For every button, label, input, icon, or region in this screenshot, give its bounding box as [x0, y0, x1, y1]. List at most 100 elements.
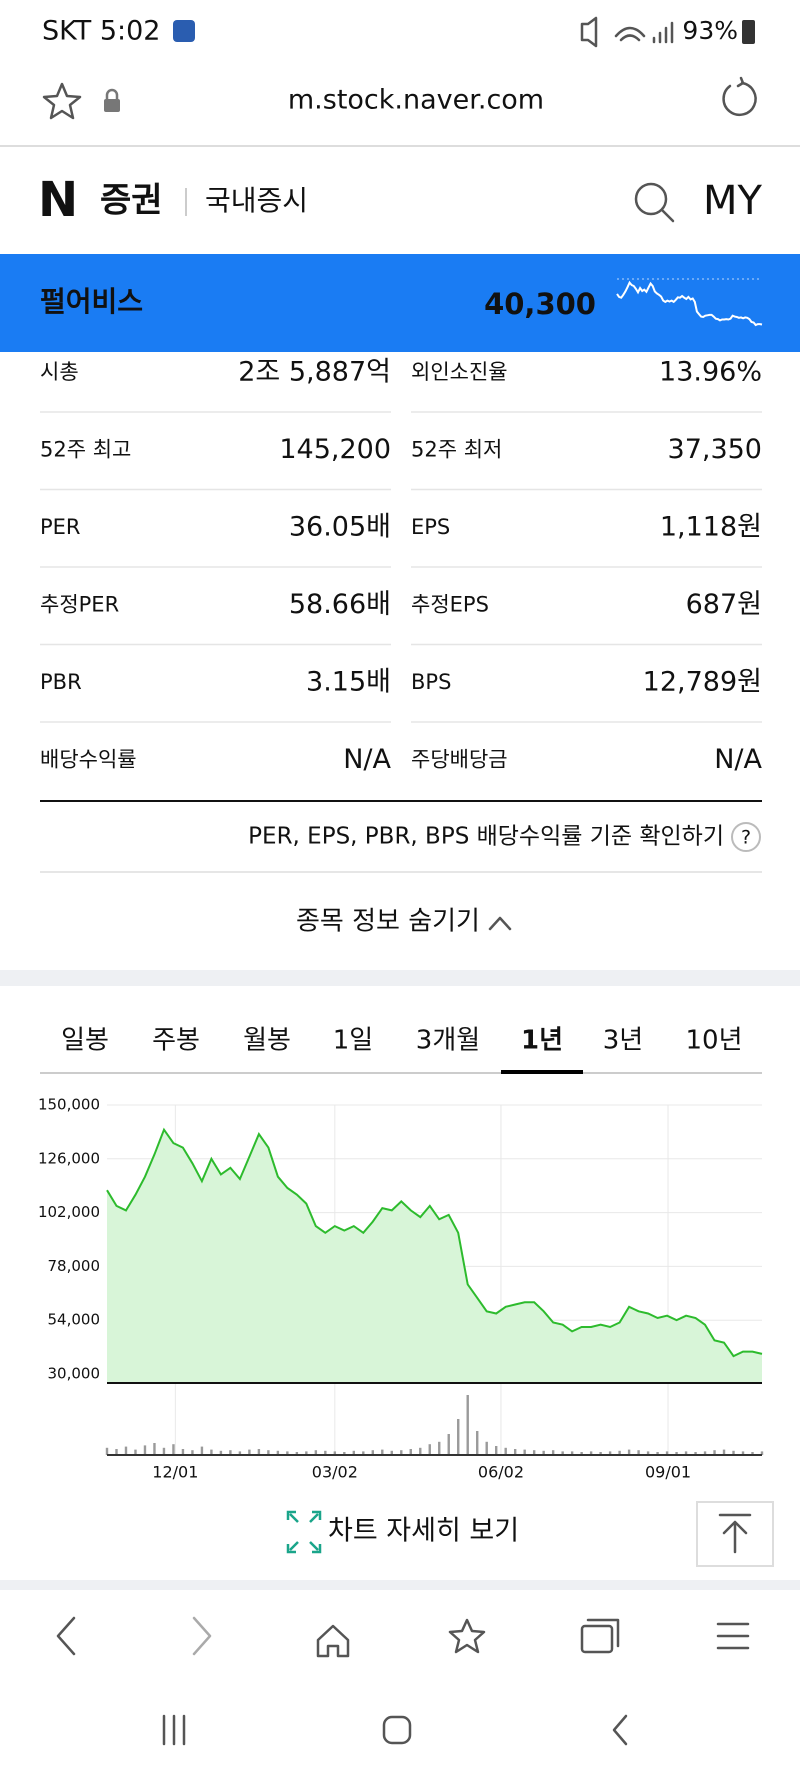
info-label: 52주 최고 — [40, 438, 131, 462]
volume-bar — [495, 1446, 498, 1455]
volume-bar — [722, 1449, 726, 1455]
volume-bar — [732, 1450, 735, 1455]
volume-bar — [532, 1450, 536, 1455]
volume-bar — [551, 1450, 555, 1455]
info-value: 13.96% — [659, 357, 762, 388]
volume-bar — [751, 1452, 754, 1455]
sparkline — [616, 280, 763, 327]
volume-bar — [352, 1450, 356, 1455]
volume-bar — [760, 1451, 764, 1455]
status-icons — [580, 16, 674, 48]
volume-bar — [438, 1441, 441, 1455]
volume-bar — [570, 1451, 574, 1455]
volume-bar — [694, 1452, 697, 1455]
search[interactable] — [634, 182, 675, 223]
tab[interactable]: 10년 — [685, 1026, 742, 1056]
volume-bar — [257, 1449, 261, 1455]
tab[interactable]: 월봉 — [243, 1026, 291, 1056]
tab[interactable]: 3개월 — [416, 1026, 480, 1056]
volume-bar — [333, 1451, 337, 1455]
y-tick-label: 126,000 — [38, 1149, 100, 1167]
system-nav[interactable] — [162, 1714, 628, 1746]
stock-price: 40,300 — [484, 287, 596, 321]
x-tick-label: 09/01 — [645, 1463, 691, 1482]
volume-bar — [656, 1452, 659, 1455]
tab[interactable]: 일봉 — [61, 1026, 109, 1056]
status-time: SKT 5:02 — [42, 16, 160, 47]
tab[interactable]: 1일 — [333, 1026, 373, 1056]
volume-bar — [172, 1444, 175, 1455]
volume-bar — [637, 1450, 640, 1455]
y-tick-label: 102,000 — [38, 1203, 100, 1221]
volume-bar — [665, 1451, 669, 1455]
info-value: N/A — [714, 744, 762, 775]
bookmark-star[interactable] — [42, 82, 82, 120]
info-value: 37,350 — [668, 434, 762, 465]
section[interactable]: 국내증시 — [205, 184, 308, 217]
brand[interactable]: 증권 — [100, 181, 163, 221]
volume-bar — [381, 1449, 384, 1455]
reload[interactable] — [722, 76, 757, 117]
volume-bar — [390, 1450, 393, 1455]
volume-bar — [143, 1445, 147, 1455]
info-value: 687원 — [686, 589, 762, 620]
chevron-up[interactable] — [488, 916, 512, 931]
price-line — [106, 1127, 763, 1358]
volume-bar — [618, 1450, 621, 1455]
my[interactable]: MY — [703, 178, 763, 224]
volume-bar — [741, 1451, 745, 1455]
detail-button[interactable]: 차트 자세히 보기 — [328, 1516, 519, 1547]
volume-bar — [267, 1450, 270, 1455]
volume-bar — [684, 1451, 688, 1455]
logo[interactable]: N — [38, 172, 78, 228]
volume-bar — [646, 1451, 650, 1455]
browser-nav[interactable] — [56, 1616, 750, 1658]
volume-bar — [627, 1449, 631, 1455]
volume-bar — [153, 1443, 156, 1455]
info-label: 배당수익률 — [40, 748, 137, 772]
volume-bar — [314, 1450, 318, 1455]
url[interactable]: m.stock.naver.com — [288, 85, 544, 116]
volume-bar — [608, 1451, 612, 1455]
info-value: 2조 5,887억 — [238, 357, 391, 388]
tab[interactable]: 3년 — [603, 1026, 643, 1056]
info-label: EPS — [411, 515, 450, 539]
volume-bar — [400, 1450, 403, 1455]
help-icon[interactable] — [731, 822, 761, 852]
y-tick-label: 54,000 — [48, 1311, 101, 1329]
volume-bar — [124, 1446, 128, 1455]
volume-bar — [248, 1449, 251, 1455]
volume-bar — [542, 1450, 545, 1455]
volume-bar — [238, 1451, 242, 1455]
volume-bar — [343, 1452, 346, 1455]
volume-bar — [324, 1450, 327, 1455]
info-value: 145,200 — [279, 434, 391, 465]
volume-bar — [504, 1447, 507, 1455]
volume-bar — [409, 1449, 412, 1455]
battery-text: 93% — [682, 16, 738, 45]
x-tick-label: 03/02 — [312, 1463, 358, 1482]
tab[interactable]: 주봉 — [152, 1026, 200, 1056]
tab[interactable]: 1년 — [521, 1026, 563, 1056]
lock-icon — [104, 88, 120, 112]
volume-bar — [466, 1395, 469, 1455]
detail-icon[interactable] — [286, 1510, 322, 1554]
info-value: 12,789원 — [643, 667, 762, 698]
toggle[interactable]: 종목 정보 숨기기 — [296, 907, 480, 937]
info-label: 외인소진율 — [411, 360, 508, 384]
help-mark[interactable]: ? — [741, 827, 751, 849]
info-label: BPS — [411, 670, 451, 694]
gap — [0, 970, 800, 986]
info-label: 추정EPS — [411, 593, 489, 617]
volume-bar — [419, 1447, 422, 1455]
volume-bar — [675, 1452, 678, 1455]
volume-bar — [485, 1441, 488, 1455]
volume-bar — [362, 1451, 365, 1455]
note[interactable]: PER, EPS, PBR, BPS 배당수익률 기준 확인하기 — [248, 824, 724, 850]
volume-bar — [561, 1451, 564, 1455]
volume-bar — [295, 1452, 299, 1455]
volume-bar — [105, 1447, 109, 1455]
scroll-top[interactable] — [696, 1501, 774, 1567]
info-value: N/A — [343, 744, 391, 775]
